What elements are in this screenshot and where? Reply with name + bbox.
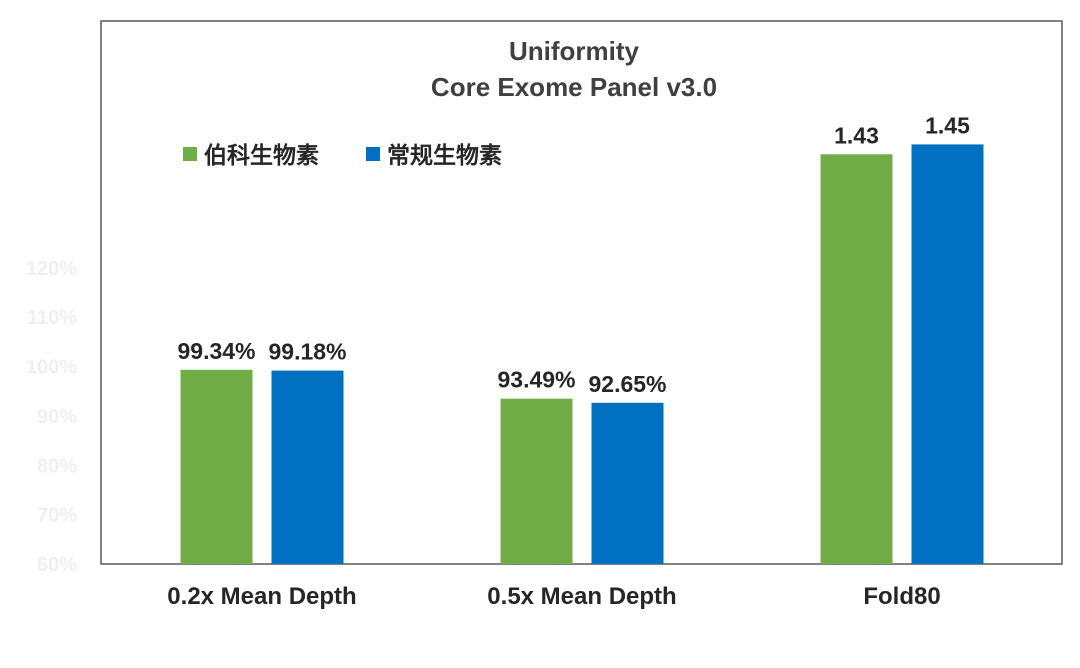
y-axis-tick-labels: 60% 70% 80% 90% 100% 110% 120% bbox=[26, 258, 77, 576]
legend-label-series-1: 伯科生物素 bbox=[204, 142, 319, 169]
y-tick-label: 110% bbox=[27, 307, 77, 329]
bar bbox=[180, 369, 253, 564]
y-tick-label: 90% bbox=[37, 406, 77, 428]
bar bbox=[591, 402, 664, 564]
legend-swatch-series-1 bbox=[183, 147, 197, 161]
x-tick-label: Fold80 bbox=[863, 583, 940, 610]
bar bbox=[500, 398, 573, 564]
y-tick-label: 100% bbox=[26, 357, 77, 379]
bar bbox=[271, 370, 344, 564]
legend-swatch-series-2 bbox=[366, 147, 380, 161]
data-label: 99.34% bbox=[177, 338, 255, 364]
legend-label-series-2: 常规生物素 bbox=[387, 142, 502, 169]
y-tick-label: 70% bbox=[37, 505, 77, 527]
plot-area-frame bbox=[100, 20, 1063, 565]
y-tick-label: 60% bbox=[37, 554, 77, 576]
x-tick-label: 0.2x Mean Depth bbox=[167, 583, 356, 610]
x-axis-tick-labels: 0.2x Mean Depth 0.5x Mean Depth Fold80 bbox=[167, 583, 940, 610]
legend: 伯科生物素 常规生物素 bbox=[183, 142, 502, 169]
bar bbox=[820, 154, 893, 565]
y-tick-label: 120% bbox=[26, 258, 77, 280]
data-label: 1.43 bbox=[834, 122, 879, 148]
data-labels: 99.34% 93.49% 1.43 99.18% 92.65% 1.45 bbox=[177, 112, 970, 396]
data-label: 99.18% bbox=[268, 339, 346, 365]
bars bbox=[180, 144, 984, 565]
bar bbox=[911, 144, 984, 564]
chart-title: Uniformity bbox=[509, 36, 640, 66]
x-tick-label: 0.5x Mean Depth bbox=[487, 583, 676, 610]
data-label: 93.49% bbox=[497, 367, 575, 393]
y-tick-label: 80% bbox=[37, 455, 77, 477]
data-label: 1.45 bbox=[925, 112, 970, 138]
chart-subtitle: Core Exome Panel v3.0 bbox=[431, 72, 717, 102]
data-label: 92.65% bbox=[588, 371, 666, 397]
